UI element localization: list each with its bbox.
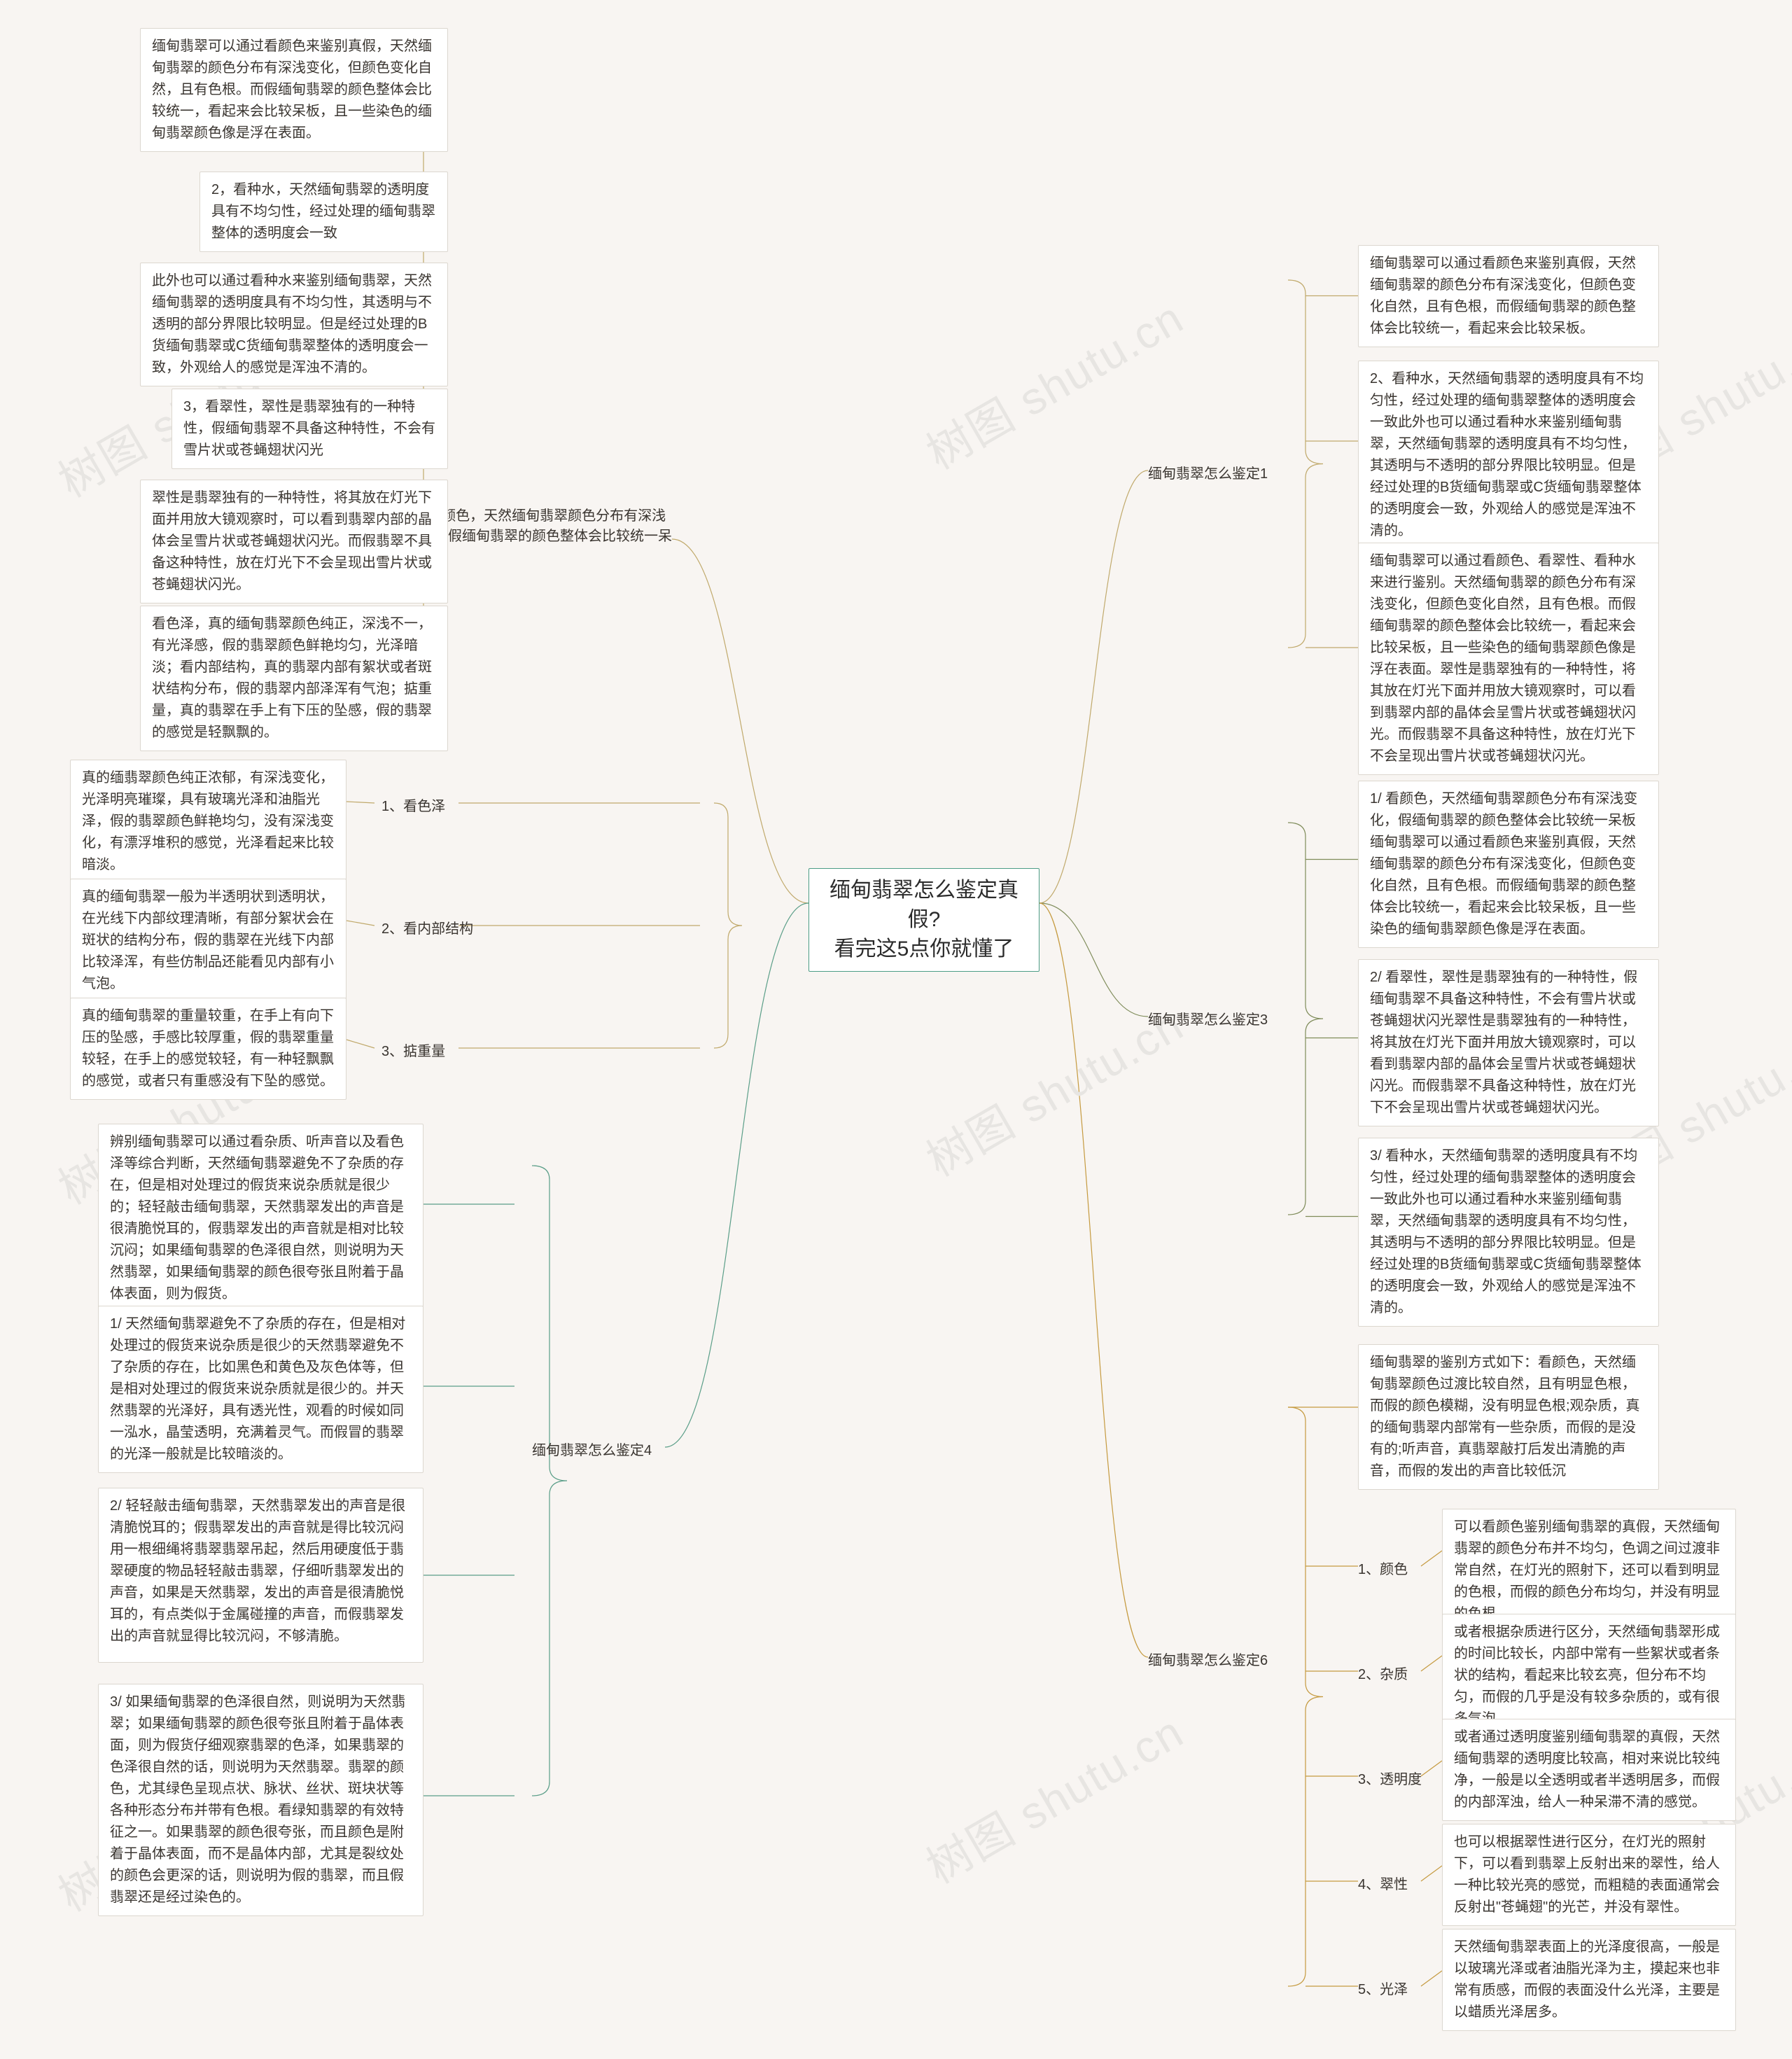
left-tick-node-2-text: 真的缅甸翡翠的重量较重，在手上有向下压的坠感，手感比较厚重，假的翡翠重量较轻，在… [82,1005,335,1092]
right-s6-intro-text: 缅甸翡翠的鉴别方式如下：看颜色，天然缅甸翡翠颜色过渡比较自然，且有明显色根，而假… [1370,1352,1647,1482]
right-s1-node-0-text: 缅甸翡翠可以通过看颜色来鉴别真假，天然缅甸翡翠的颜色分布有深浅变化，但颜色变化自… [1370,253,1647,340]
left-tick-2: 3、掂重量 [382,1040,445,1060]
right-s3-node-2: 3/ 看种水，天然缅甸翡翠的透明度具有不均匀性，经过处理的缅甸翡翠整体的透明度会… [1358,1138,1659,1327]
right-s6-label: 缅甸翡翠怎么鉴定6 [1148,1649,1268,1669]
right-s6-point-node-2-text: 或者通过透明度鉴别缅甸翡翠的真假，天然缅甸翡翠的透明度比较高，相对来说比较纯净，… [1454,1726,1724,1813]
right-s6-point-node-3-text: 也可以根据翠性进行区分，在灯光的照射下，可以看到翡翠上反射出来的翠性，给人一种比… [1454,1831,1724,1918]
left-s4-node-1-text: 1/ 天然缅甸翡翠避免不了杂质的存在，但是相对处理过的假货来说杂质是很少的天然翡… [110,1313,412,1465]
left-s4-node-3: 3/ 如果缅甸翡翠的色泽很自然，则说明为天然翡翠；如果缅甸翡翠的颜色很夸张且附着… [98,1684,424,1916]
left-node-3: 3，看翠性，翠性是翡翠独有的一种特性，假缅甸翡翠不具备这种特性，不会有雪片状或苍… [172,389,448,469]
right-s6-point-node-0-text: 可以看颜色鉴别缅甸翡翠的真假，天然缅甸翡翠的颜色分布并不均匀，色调之间过渡非常自… [1454,1516,1724,1625]
left-s4-node-0: 辨别缅甸翡翠可以通过看杂质、听声音以及看色泽等综合判断，天然缅甸翡翠避免不了杂质… [98,1124,424,1313]
left-tick-node-2: 真的缅甸翡翠的重量较重，在手上有向下压的坠感，手感比较厚重，假的翡翠重量较轻，在… [70,998,346,1100]
right-s6-point-node-1-text: 或者根据杂质进行区分，天然缅甸翡翠形成的时间比较长，内部中常有一些絮状或者条状的… [1454,1621,1724,1730]
left-node-3-text: 3，看翠性，翠性是翡翠独有的一种特性，假缅甸翡翠不具备这种特性，不会有雪片状或苍… [183,396,436,461]
right-s6-intro: 缅甸翡翠的鉴别方式如下：看颜色，天然缅甸翡翠颜色过渡比较自然，且有明显色根，而假… [1358,1344,1659,1490]
left-s4-node-2: 2/ 轻轻敲击缅甸翡翠，天然翡翠发出的声音是很清脆悦耳的；假翡翠发出的声音就是得… [98,1488,424,1663]
right-s1-node-0: 缅甸翡翠可以通过看颜色来鉴别真假，天然缅甸翡翠的颜色分布有深浅变化，但颜色变化自… [1358,245,1659,347]
right-s3-node-0-text: 1/ 看颜色，天然缅甸翡翠颜色分布有深浅变化，假缅甸翡翠的颜色整体会比较统一呆板… [1370,788,1647,940]
right-s6-point-label-3: 4、翠性 [1358,1873,1408,1893]
center-node: 缅甸翡翠怎么鉴定真假? 看完这5点你就懂了 [808,868,1040,972]
left-node-0-text: 缅甸翡翠可以通过看颜色来鉴别真假，天然缅甸翡翠的颜色分布有深浅变化，但颜色变化自… [152,36,436,144]
right-s3-node-0: 1/ 看颜色，天然缅甸翡翠颜色分布有深浅变化，假缅甸翡翠的颜色整体会比较统一呆板… [1358,781,1659,948]
left-s4-node-0-text: 辨别缅甸翡翠可以通过看杂质、听声音以及看色泽等综合判断，天然缅甸翡翠避免不了杂质… [110,1131,412,1305]
left-node-1: 2，看种水，天然缅甸翡翠的透明度具有不均匀性，经过处理的缅甸翡翠整体的透明度会一… [200,172,448,252]
left-tick-node-0: 真的缅翡翠颜色纯正浓郁，有深浅变化，光泽明亮璀璨，具有玻璃光泽和油脂光泽，假的翡… [70,760,346,884]
left-tick-node-1-text: 真的缅甸翡翠一般为半透明状到透明状，在光线下内部纹理清晰，有部分絮状会在斑状的结… [82,886,335,995]
watermark: 树图 shutu.cn [913,283,1194,482]
right-s6-point-node-3: 也可以根据翠性进行区分，在灯光的照射下，可以看到翡翠上反射出来的翠性，给人一种比… [1442,1824,1736,1926]
right-s6-point-label-1: 2、杂质 [1358,1663,1408,1683]
right-s3-node-2-text: 3/ 看种水，天然缅甸翡翠的透明度具有不均匀性，经过处理的缅甸翡翠整体的透明度会… [1370,1145,1647,1319]
right-s6-point-node-2: 或者通过透明度鉴别缅甸翡翠的真假，天然缅甸翡翠的透明度比较高，相对来说比较纯净，… [1442,1719,1736,1821]
center-title-line1: 缅甸翡翠怎么鉴定真假? [830,879,1018,931]
right-s1-node-1: 2、看种水，天然缅甸翡翠的透明度具有不均匀性，经过处理的缅甸翡翠整体的透明度会一… [1358,361,1659,550]
left-tick-0: 1、看色泽 [382,795,445,815]
center-title-line2: 看完这5点你就懂了 [834,937,1014,961]
left-node-5-text: 看色泽，真的缅甸翡翠颜色纯正，深浅不一，有光泽感，假的翡翠颜色鲜艳均匀，光泽暗淡… [152,613,436,744]
left-node-4: 翠性是翡翠独有的一种特性，将其放在灯光下面并用放大镜观察时，可以看到翡翠内部的晶… [140,480,448,603]
left-node-2: 此外也可以通过看种水来鉴别缅甸翡翠，天然缅甸翡翠的透明度具有不均匀性，其透明与不… [140,263,448,386]
left-s4-node-1: 1/ 天然缅甸翡翠避免不了杂质的存在，但是相对处理过的假货来说杂质是很少的天然翡… [98,1306,424,1473]
left-s4-node-3-text: 3/ 如果缅甸翡翠的色泽很自然，则说明为天然翡翠；如果缅甸翡翠的颜色很夸张且附着… [110,1691,412,1908]
left-s4-node-2-text: 2/ 轻轻敲击缅甸翡翠，天然翡翠发出的声音是很清脆悦耳的；假翡翠发出的声音就是得… [110,1495,412,1647]
right-s6-point-node-4-text: 天然缅甸翡翠表面上的光泽度很高，一般是以玻璃光泽或者油脂光泽为主，摸起来也非常有… [1454,1936,1724,2023]
watermark: 树图 shutu.cn [913,1697,1194,1897]
right-s3-label: 缅甸翡翠怎么鉴定3 [1148,1008,1268,1028]
left-node-1-text: 2，看种水，天然缅甸翡翠的透明度具有不均匀性，经过处理的缅甸翡翠整体的透明度会一… [211,179,436,244]
right-s1-node-2: 缅甸翡翠可以通过看颜色、看翠性、看种水来进行鉴别。天然缅甸翡翠的颜色分布有深浅变… [1358,543,1659,775]
left-node-2-text: 此外也可以通过看种水来鉴别缅甸翡翠，天然缅甸翡翠的透明度具有不均匀性，其透明与不… [152,270,436,379]
left-node-0: 缅甸翡翠可以通过看颜色来鉴别真假，天然缅甸翡翠的颜色分布有深浅变化，但颜色变化自… [140,28,448,152]
right-s6-point-node-4: 天然缅甸翡翠表面上的光泽度很高，一般是以玻璃光泽或者油脂光泽为主，摸起来也非常有… [1442,1929,1736,2031]
left-tick-node-1: 真的缅甸翡翠一般为半透明状到透明状，在光线下内部纹理清晰，有部分絮状会在斑状的结… [70,879,346,1003]
center-title: 缅甸翡翠怎么鉴定真假? 看完这5点你就懂了 [820,876,1028,964]
mindmap-stage: 缅甸翡翠怎么鉴定真假? 看完这5点你就懂了 树图 shutu.cn 树图 shut… [0,0,1792,2059]
right-s1-node-2-text: 缅甸翡翠可以通过看颜色、看翠性、看种水来进行鉴别。天然缅甸翡翠的颜色分布有深浅变… [1370,550,1647,767]
left-tick-1: 2、看内部结构 [382,917,473,937]
right-s6-point-label-4: 5、光泽 [1358,1978,1408,1998]
right-s3-node-1: 2/ 看翠性，翠性是翡翠独有的一种特性，假缅甸翡翠不具备这种特性，不会有雪片状或… [1358,959,1659,1126]
left-node-5: 看色泽，真的缅甸翡翠颜色纯正，深浅不一，有光泽感，假的翡翠颜色鲜艳均匀，光泽暗淡… [140,606,448,751]
right-s6-point-label-0: 1、颜色 [1358,1558,1408,1578]
left-section4-label: 缅甸翡翠怎么鉴定4 [532,1439,652,1459]
left-node-4-text: 翠性是翡翠独有的一种特性，将其放在灯光下面并用放大镜观察时，可以看到翡翠内部的晶… [152,487,436,596]
right-s1-label: 缅甸翡翠怎么鉴定1 [1148,462,1268,482]
left-tick-node-0-text: 真的缅翡翠颜色纯正浓郁，有深浅变化，光泽明亮璀璨，具有玻璃光泽和油脂光泽，假的翡… [82,767,335,876]
right-s6-point-label-2: 3、透明度 [1358,1768,1422,1788]
right-s3-node-1-text: 2/ 看翠性，翠性是翡翠独有的一种特性，假缅甸翡翠不具备这种特性，不会有雪片状或… [1370,967,1647,1119]
right-s1-node-1-text: 2、看种水，天然缅甸翡翠的透明度具有不均匀性，经过处理的缅甸翡翠整体的透明度会一… [1370,368,1647,542]
